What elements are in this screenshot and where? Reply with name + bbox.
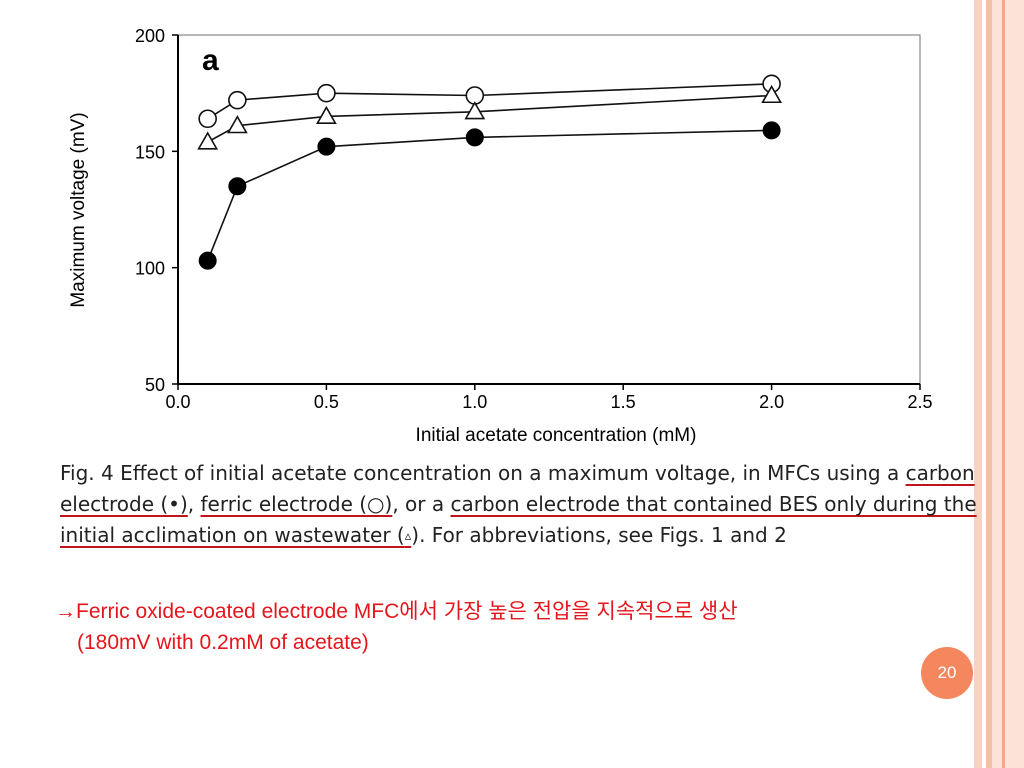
caption-sep2: , or a xyxy=(392,492,451,516)
voltage-chart: 0.0 0.5 1.0 1.5 2.0 2.5 50 100 150 200 a Initial … xyxy=(68,26,933,446)
highlight-note: →Ferric oxide-coated electrode MFC에서 가장 … xyxy=(55,596,955,658)
decorative-side-stripes xyxy=(974,0,1024,768)
data-point-open-triangle xyxy=(226,115,248,134)
x-tick-label: 0.5 xyxy=(314,392,339,412)
triangle-icon: ▵ xyxy=(404,529,412,544)
series-line-0 xyxy=(207,83,772,120)
y-tick-label: 100 xyxy=(135,259,165,279)
x-axis-label: Initial acetate concentration (mM) xyxy=(416,425,697,446)
data-point-open-triangle xyxy=(761,84,782,104)
y-tick-label: 50 xyxy=(145,375,165,395)
arrow-icon: → xyxy=(55,600,76,623)
caption-bes-text: carbon electrode that contained BES only… xyxy=(60,492,977,547)
caption-bes-close: ) xyxy=(411,523,420,547)
caption-sep1: , xyxy=(187,492,201,516)
caption-ferric-label: ferric electrode (○) xyxy=(200,492,393,516)
x-tick-label: 1.0 xyxy=(462,392,487,412)
data-point-open-circle xyxy=(228,90,247,110)
panel-label: a xyxy=(202,44,219,77)
series-line-2 xyxy=(206,129,772,261)
note-line2: (180mV with 0.2mM of acetate) xyxy=(77,631,369,654)
axis-ticks: 0.0 0.5 1.0 1.5 2.0 2.5 50 100 150 200 xyxy=(135,26,933,412)
caption-intro: Fig. 4 Effect of initial acetate concent… xyxy=(60,461,900,485)
figure-caption: Fig. 4 Effect of initial acetate concent… xyxy=(60,458,985,552)
caption-carbon-label: carbon electrode (•) xyxy=(60,461,975,516)
plot-frame xyxy=(177,34,921,385)
data-point-open-circle xyxy=(198,109,217,129)
data-point-filled-circle xyxy=(317,137,336,156)
x-tick-label: 0.0 xyxy=(165,392,190,412)
data-point-filled-circle xyxy=(762,121,781,140)
caption-outro: . For abbreviations, see Figs. 1 and 2 xyxy=(419,523,787,547)
data-point-open-circle xyxy=(317,83,336,103)
x-tick-label: 1.5 xyxy=(611,392,636,412)
data-point-filled-circle xyxy=(228,177,247,196)
series-layer xyxy=(197,74,782,270)
data-point-open-triangle xyxy=(197,131,219,150)
data-point-open-triangle xyxy=(316,105,337,124)
plot-border xyxy=(177,34,921,385)
x-tick-label: 2.0 xyxy=(759,392,784,412)
caption-bes-label: carbon electrode that contained BES only… xyxy=(60,492,977,547)
data-point-filled-circle xyxy=(198,251,217,270)
y-tick-label: 200 xyxy=(135,26,165,46)
data-point-filled-circle xyxy=(465,128,484,147)
note-line1: Ferric oxide-coated electrode MFC에서 가장 높… xyxy=(76,600,738,623)
x-tick-label: 2.5 xyxy=(907,392,932,412)
data-point-open-triangle xyxy=(464,101,486,120)
page-number-badge: 20 xyxy=(921,647,973,699)
y-tick-label: 150 xyxy=(135,142,165,162)
y-axis-label: Maximum voltage (mV) xyxy=(68,112,89,307)
series-line-1 xyxy=(207,94,772,143)
